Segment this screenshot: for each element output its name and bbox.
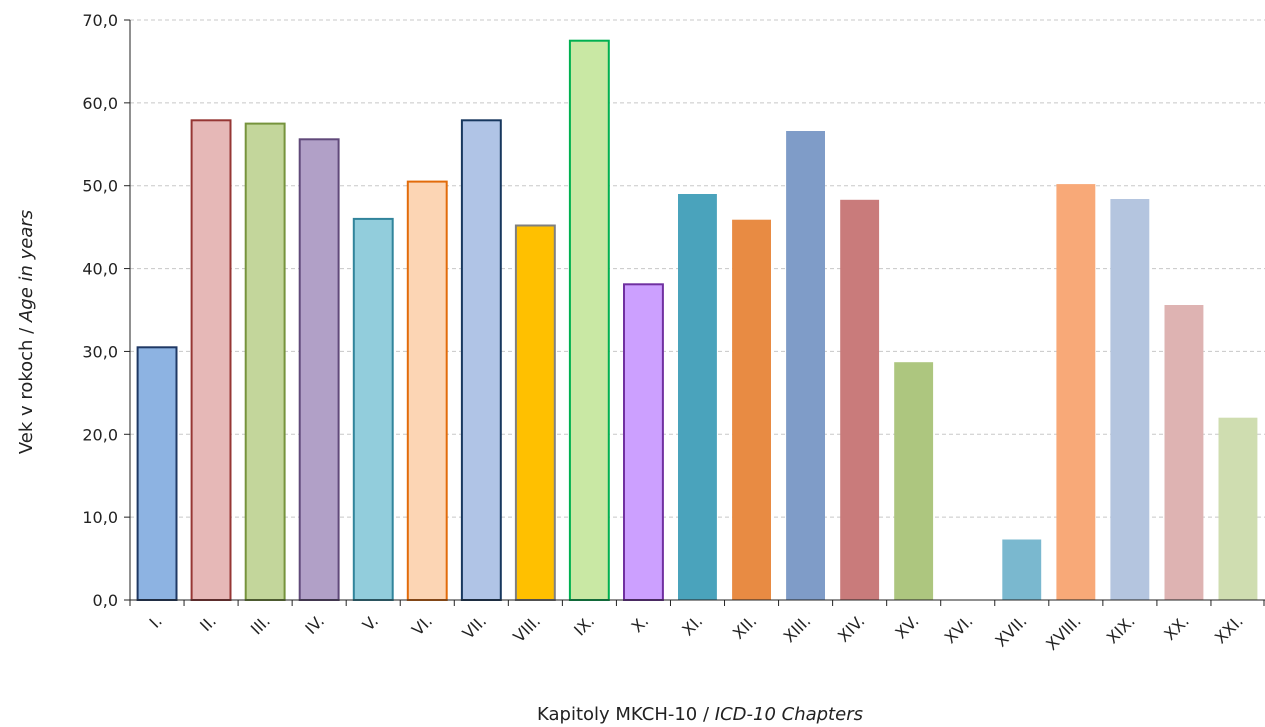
y-tick-labels: 0,0 10,0 20,0 30,0 40,0 50,0 60,0 70,0	[82, 11, 118, 610]
x-tick-label: VII.	[459, 611, 490, 642]
x-tick-labels: I. II. III. IV. V. VI. VII. VIII. IX. X. XI. XII. XI…	[145, 611, 1246, 654]
x-tick-label: XI.	[678, 611, 706, 639]
x-tick-label: III.	[247, 611, 274, 638]
bar-xx	[1164, 305, 1204, 600]
x-tick-label: XIX.	[1103, 611, 1139, 647]
x-tick-label: II.	[196, 611, 220, 635]
x-tick-label: VIII.	[509, 611, 544, 646]
x-tick-label: XXI.	[1211, 611, 1247, 647]
x-tick-label: XV.	[891, 611, 922, 642]
y-tick-label: 10,0	[82, 508, 118, 527]
bar-i	[136, 346, 178, 601]
y-tick-label: 40,0	[82, 260, 118, 279]
x-tick-label: XVIII.	[1042, 611, 1085, 654]
x-tick-label: XII.	[729, 611, 760, 642]
x-tick-label: XIII.	[780, 611, 815, 646]
bar-xvii	[1002, 539, 1042, 600]
y-tick-label: 50,0	[82, 177, 118, 196]
bar-x	[623, 283, 664, 601]
x-tick-label: V.	[359, 611, 382, 634]
bar-xviii	[1056, 184, 1096, 600]
bar-xiii	[786, 131, 825, 600]
x-tick-label: XIV.	[834, 611, 868, 645]
axes	[124, 19, 1265, 606]
bar-xv	[894, 362, 934, 600]
x-tick-label: XVII.	[991, 611, 1030, 650]
x-tick-label: VI.	[408, 611, 436, 639]
bar-vii	[460, 119, 502, 602]
bar-v	[352, 217, 394, 601]
y-tick-label: 60,0	[82, 94, 118, 113]
x-tick-label: XVI.	[941, 611, 977, 647]
bar-iv	[298, 138, 340, 602]
bar-viii	[514, 224, 556, 601]
y-axis-title: Vek v rokoch / Age in years	[16, 210, 37, 454]
y-tick-label: 20,0	[82, 425, 118, 444]
bar-xxi	[1218, 417, 1258, 600]
x-tick-label: X.	[627, 611, 652, 636]
bar-xii	[732, 219, 771, 600]
bar-ix	[568, 39, 610, 601]
x-tick-label: I.	[145, 611, 165, 631]
y-tick-label: 0,0	[93, 591, 118, 610]
bar-xi	[678, 194, 717, 600]
x-tick-label: IV.	[301, 611, 328, 638]
x-axis-title: Kapitoly MKCH-10 / ICD-10 Chapters	[537, 704, 863, 725]
bar-ii	[190, 119, 232, 602]
bar-xiv	[840, 199, 880, 601]
bar-iii	[244, 122, 286, 601]
y-tick-label: 70,0	[82, 11, 118, 30]
bar-vi	[406, 180, 448, 601]
bars	[136, 39, 1258, 602]
bar-xix	[1110, 199, 1150, 600]
x-tick-label: IX.	[570, 611, 598, 639]
y-tick-label: 30,0	[82, 342, 118, 361]
x-tick-label: XX.	[1160, 611, 1193, 644]
